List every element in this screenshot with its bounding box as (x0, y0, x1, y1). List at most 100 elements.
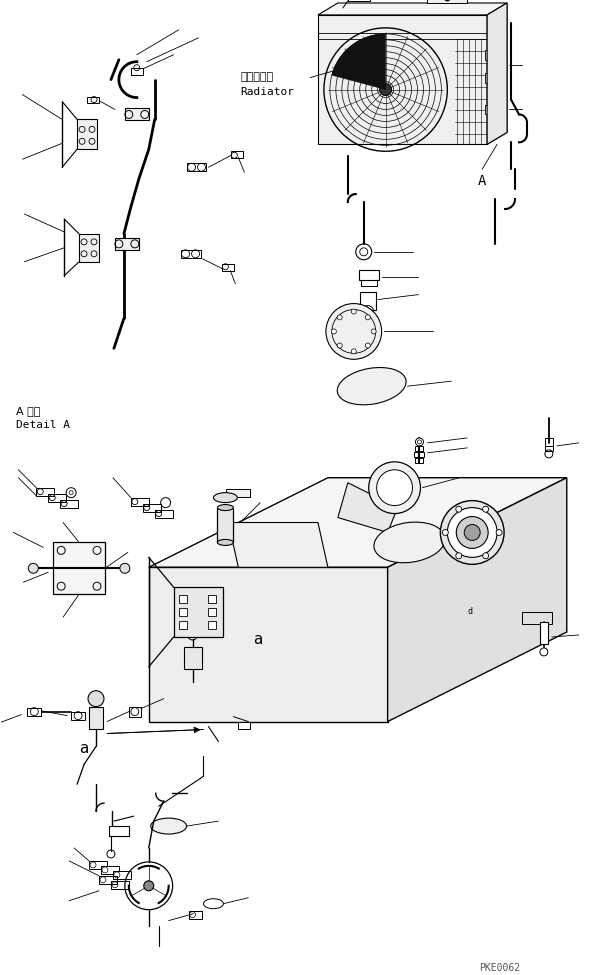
Circle shape (337, 343, 342, 348)
Polygon shape (427, 0, 467, 3)
Text: d: d (467, 607, 472, 616)
Ellipse shape (214, 492, 238, 502)
Circle shape (456, 553, 462, 559)
Bar (49, 493, 66, 501)
Bar (184, 647, 201, 669)
Ellipse shape (203, 899, 223, 909)
Polygon shape (318, 15, 487, 144)
Circle shape (456, 517, 488, 548)
Ellipse shape (374, 522, 445, 563)
Bar (348, 0, 370, 1)
Circle shape (376, 470, 413, 506)
Bar (89, 707, 103, 728)
Circle shape (144, 880, 154, 891)
Bar (179, 621, 187, 629)
Circle shape (120, 564, 130, 573)
Bar (53, 542, 105, 594)
Bar (545, 438, 553, 446)
Circle shape (379, 84, 392, 96)
Bar (89, 861, 107, 869)
Bar (209, 621, 216, 629)
Bar (187, 163, 206, 172)
Circle shape (332, 329, 336, 333)
Ellipse shape (217, 505, 233, 511)
Circle shape (456, 506, 462, 512)
Bar (222, 264, 235, 271)
Bar (231, 151, 243, 158)
Bar (131, 497, 149, 506)
Bar (101, 866, 119, 874)
Text: Detail A: Detail A (17, 420, 71, 430)
Bar (28, 708, 41, 716)
Text: PKE0062: PKE0062 (479, 963, 520, 973)
Polygon shape (174, 587, 223, 637)
Bar (545, 446, 553, 450)
Polygon shape (149, 478, 567, 567)
Bar (485, 104, 505, 114)
Polygon shape (487, 3, 507, 144)
Bar (522, 612, 552, 624)
Text: A: A (478, 175, 486, 188)
Bar (361, 280, 376, 286)
Circle shape (88, 690, 104, 707)
Circle shape (351, 349, 356, 354)
Circle shape (365, 315, 370, 320)
Polygon shape (332, 34, 386, 90)
Bar (414, 451, 424, 457)
Bar (143, 504, 161, 512)
Circle shape (448, 508, 497, 558)
Bar (238, 722, 251, 728)
Circle shape (445, 0, 450, 1)
Bar (540, 622, 548, 644)
Bar (113, 871, 131, 878)
Circle shape (464, 525, 480, 540)
Circle shape (337, 315, 342, 320)
Circle shape (28, 564, 38, 573)
Bar (179, 608, 187, 616)
Bar (131, 67, 143, 75)
Bar (125, 108, 149, 121)
Circle shape (351, 309, 356, 314)
Bar (60, 499, 78, 508)
Bar (209, 595, 216, 604)
Bar (485, 50, 505, 59)
Polygon shape (77, 119, 97, 149)
Bar (359, 270, 379, 280)
Text: a: a (253, 632, 263, 647)
Bar (179, 595, 187, 604)
Text: Radiator: Radiator (240, 87, 294, 97)
Bar (87, 97, 99, 102)
Ellipse shape (337, 368, 406, 405)
Text: a: a (79, 741, 88, 757)
Circle shape (483, 506, 489, 512)
Circle shape (371, 329, 376, 333)
Bar (99, 876, 117, 883)
Circle shape (496, 529, 502, 535)
Bar (155, 510, 173, 518)
Polygon shape (318, 3, 507, 15)
Bar (416, 446, 424, 450)
Bar (209, 608, 216, 616)
Bar (181, 250, 201, 257)
Polygon shape (487, 3, 507, 144)
Bar (217, 508, 233, 542)
Text: ラジエータ: ラジエータ (240, 71, 273, 82)
Polygon shape (387, 478, 567, 722)
Polygon shape (338, 483, 398, 532)
Polygon shape (79, 234, 99, 261)
Circle shape (368, 462, 421, 514)
Bar (71, 712, 85, 720)
Bar (36, 488, 54, 495)
Bar (416, 458, 424, 463)
Bar (111, 880, 129, 889)
Circle shape (483, 553, 489, 559)
Bar (188, 911, 203, 918)
Bar (227, 488, 251, 496)
Bar (109, 826, 129, 836)
Polygon shape (228, 523, 328, 567)
Circle shape (365, 343, 370, 348)
Bar (360, 292, 376, 309)
Bar (129, 707, 141, 717)
Ellipse shape (151, 818, 187, 834)
Polygon shape (149, 567, 387, 722)
